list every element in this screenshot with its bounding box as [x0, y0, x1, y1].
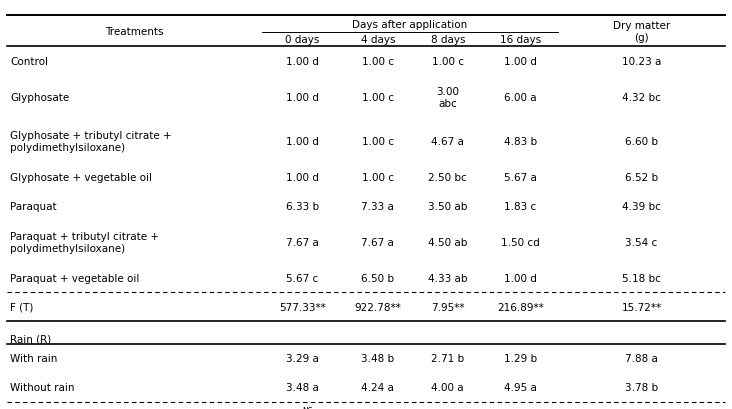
Text: F (T): F (T) — [10, 302, 34, 312]
Text: 1.00 c: 1.00 c — [362, 57, 394, 67]
Text: 16 days: 16 days — [500, 35, 541, 45]
Text: 6.50 b: 6.50 b — [362, 273, 395, 283]
Text: 1.00 c: 1.00 c — [362, 172, 394, 182]
Text: 0 days: 0 days — [285, 35, 320, 45]
Text: 3.78 b: 3.78 b — [625, 382, 658, 392]
Text: 5.18 bc: 5.18 bc — [622, 273, 661, 283]
Text: 7.95**: 7.95** — [431, 302, 465, 312]
Text: 1.00 c: 1.00 c — [362, 93, 394, 103]
Text: Glyphosate + vegetable oil: Glyphosate + vegetable oil — [10, 172, 152, 182]
Text: 6.00 a: 6.00 a — [504, 93, 537, 103]
Text: 8 days: 8 days — [430, 35, 465, 45]
Text: 6.33 b: 6.33 b — [286, 201, 319, 211]
Text: 577.33**: 577.33** — [279, 302, 326, 312]
Text: 3.00
abc: 3.00 abc — [436, 87, 459, 109]
Text: Paraquat: Paraquat — [10, 201, 57, 211]
Text: 10.23 a: 10.23 a — [621, 57, 661, 67]
Text: Without rain: Without rain — [10, 382, 75, 392]
Text: 1.00 c: 1.00 c — [432, 57, 464, 67]
Text: 15.72**: 15.72** — [621, 302, 662, 312]
Text: 1.00 d: 1.00 d — [504, 57, 537, 67]
Text: Paraquat + tributyl citrate +
polydimethylsiloxane): Paraquat + tributyl citrate + polydimeth… — [10, 231, 159, 253]
Text: 4.83 b: 4.83 b — [504, 136, 537, 146]
Text: Control: Control — [10, 57, 48, 67]
Text: Treatments: Treatments — [105, 27, 164, 37]
Text: 5.67 a: 5.67 a — [504, 172, 537, 182]
Text: 6.60 b: 6.60 b — [625, 136, 658, 146]
Text: Dry matter
(g): Dry matter (g) — [613, 21, 670, 43]
Text: Glyphosate + tributyl citrate +
polydimethylsiloxane): Glyphosate + tributyl citrate + polydime… — [10, 130, 172, 152]
Text: 4.50 ab: 4.50 ab — [428, 237, 468, 247]
Text: 1.00 d: 1.00 d — [504, 273, 537, 283]
Text: 6.52 b: 6.52 b — [625, 172, 658, 182]
Text: 2.50 bc: 2.50 bc — [428, 172, 467, 182]
Text: 3.54 c: 3.54 c — [625, 237, 657, 247]
Text: 1.29 b: 1.29 b — [504, 353, 537, 364]
Text: 3.50 ab: 3.50 ab — [428, 201, 468, 211]
Text: NS: NS — [302, 407, 313, 409]
Text: 3.48 a: 3.48 a — [286, 382, 319, 392]
Text: 3.29 a: 3.29 a — [286, 353, 319, 364]
Text: 1.50 cd: 1.50 cd — [501, 237, 540, 247]
Text: 216.89**: 216.89** — [497, 302, 544, 312]
Text: With rain: With rain — [10, 353, 58, 364]
Text: 1.00 d: 1.00 d — [286, 93, 319, 103]
Text: 3.48 b: 3.48 b — [362, 353, 395, 364]
Text: 7.33 a: 7.33 a — [362, 201, 395, 211]
Text: 4.39 bc: 4.39 bc — [622, 201, 661, 211]
Text: 4.67 a: 4.67 a — [431, 136, 464, 146]
Text: 4.24 a: 4.24 a — [362, 382, 395, 392]
Text: 5.67 c: 5.67 c — [286, 273, 318, 283]
Text: 1.00 c: 1.00 c — [362, 136, 394, 146]
Text: 2.71 b: 2.71 b — [431, 353, 464, 364]
Text: Paraquat + vegetable oil: Paraquat + vegetable oil — [10, 273, 140, 283]
Text: 7.67 a: 7.67 a — [286, 237, 319, 247]
Text: 7.67 a: 7.67 a — [362, 237, 395, 247]
Text: 7.88 a: 7.88 a — [625, 353, 658, 364]
Text: Days after application: Days after application — [353, 20, 468, 30]
Text: Rain (R): Rain (R) — [10, 334, 51, 344]
Text: Glyphosate: Glyphosate — [10, 93, 70, 103]
Text: 4.32 bc: 4.32 bc — [622, 93, 661, 103]
Text: 4 days: 4 days — [361, 35, 395, 45]
Text: 4.95 a: 4.95 a — [504, 382, 537, 392]
Text: 1.00 d: 1.00 d — [286, 57, 319, 67]
Text: 1.83 c: 1.83 c — [504, 201, 537, 211]
Text: 922.78**: 922.78** — [354, 302, 401, 312]
Text: 4.33 ab: 4.33 ab — [428, 273, 468, 283]
Text: 1.00 d: 1.00 d — [286, 172, 319, 182]
Text: 4.00 a: 4.00 a — [431, 382, 464, 392]
Text: 1.00 d: 1.00 d — [286, 136, 319, 146]
